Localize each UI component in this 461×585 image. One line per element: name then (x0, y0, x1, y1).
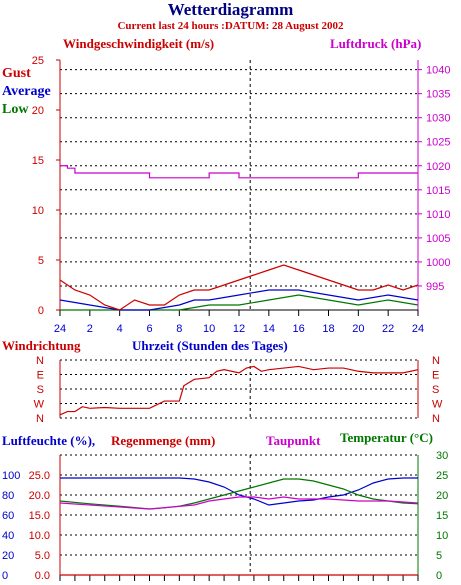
wind-ylabel-left: Windgeschwindigkeit (m/s) (63, 36, 215, 51)
direction-tick-left: W (34, 399, 45, 411)
direction-tick-left: S (37, 384, 44, 396)
temperature-tick-label: 25 (436, 470, 448, 482)
rain-tick-label: 15.0 (29, 510, 50, 522)
temperature-tick-label: 5 (436, 550, 442, 562)
dewpoint-legend: Taupunkt (266, 433, 321, 448)
humidity-tick-label: 0 (2, 570, 8, 582)
wind-x-tick-label: 24 (412, 323, 424, 335)
page-title: Wetterdiagramm (167, 0, 294, 19)
pressure-tick-label: 1035 (426, 89, 450, 101)
direction-tick-right: E (432, 370, 439, 382)
direction-tick-left: N (36, 355, 44, 367)
direction-tick-right: W (432, 399, 443, 411)
gust-line (59, 264, 419, 311)
direction-tick-left: E (37, 370, 44, 382)
legend-gust: Gust (2, 66, 31, 81)
wind-tick-label: 25 (32, 55, 44, 67)
temperature-ylabel: Temperatur (°C) (340, 430, 433, 445)
humidity-tick-label: 20 (2, 550, 14, 562)
pressure-tick-label: 995 (426, 281, 444, 293)
wind-x-tick-label: 24 (54, 323, 66, 335)
wind-x-tick-label: 16 (293, 323, 305, 335)
pressure-tick-label: 1000 (426, 257, 450, 269)
wind-xlabel: Uhrzeit (Stunden des Tages) (132, 338, 288, 353)
direction-tick-right: S (432, 384, 439, 396)
pressure-tick-label: 1025 (426, 137, 450, 149)
wind-x-tick-label: 18 (322, 323, 334, 335)
temperature-tick-label: 20 (436, 490, 448, 502)
wind-tick-label: 0 (38, 305, 44, 317)
rain-tick-label: 20.0 (29, 490, 50, 502)
temperature-line (59, 478, 419, 510)
humidity-tick-label: 80 (2, 490, 14, 502)
page-subtitle: Current last 24 hours :DATUM: 28 August … (117, 20, 344, 32)
humidity-tick-label: 100 (2, 470, 20, 482)
wind-tick-label: 15 (32, 155, 44, 167)
legend-average: Average (2, 84, 51, 99)
pressure-tick-label: 1040 (426, 65, 450, 77)
rain-tick-label: 5.0 (35, 550, 50, 562)
wind-x-tick-label: 20 (352, 323, 364, 335)
direction-ylabel: Windrichtung (2, 338, 81, 353)
direction-tick-left: N (36, 413, 44, 425)
low-line (60, 294, 419, 311)
pressure-tick-label: 1015 (426, 185, 450, 197)
pressure-tick-label: 1020 (426, 161, 450, 173)
humidity-tick-label: 60 (2, 510, 14, 522)
average-line (59, 289, 419, 311)
pressure-tick-label: 1010 (426, 209, 450, 221)
humidity-tick-label: 40 (2, 530, 14, 542)
wind-x-tick-label: 14 (263, 323, 275, 335)
legend-low: Low (2, 102, 29, 117)
wind-x-tick-label: 12 (233, 323, 245, 335)
wind-x-tick-label: 22 (382, 323, 394, 335)
wind-x-tick-label: 6 (146, 323, 152, 335)
direction-line (59, 365, 419, 416)
pressure-tick-label: 1030 (426, 113, 450, 125)
direction-tick-right: N (432, 413, 440, 425)
wind-tick-label: 20 (32, 105, 44, 117)
pressure-line (60, 165, 418, 179)
wind-ylabel-right: Luftdruck (hPa) (330, 36, 422, 51)
rain-tick-label: 25.0 (29, 470, 50, 482)
wind-x-tick-label: 10 (203, 323, 215, 335)
temperature-tick-label: 10 (436, 530, 448, 542)
wind-tick-label: 5 (38, 255, 44, 267)
wind-x-tick-label: 8 (176, 323, 182, 335)
humidity-line (60, 477, 418, 506)
pressure-tick-label: 1005 (426, 233, 450, 245)
dewpoint-line (59, 496, 419, 510)
wind-x-tick-label: 4 (117, 323, 123, 335)
wind-tick-label: 10 (32, 205, 44, 217)
temperature-tick-label: 15 (436, 510, 448, 522)
temperature-tick-label: 30 (436, 450, 448, 462)
direction-tick-right: N (432, 355, 440, 367)
temperature-tick-label: 0 (436, 570, 442, 582)
rain-tick-label: 0.0 (35, 570, 50, 582)
humidity-ylabel: Luftfeuchte (%), (2, 433, 96, 448)
rain-ylabel: Regenmenge (mm) (111, 433, 216, 448)
rain-tick-label: 10.0 (29, 530, 50, 542)
wind-x-tick-label: 2 (87, 323, 93, 335)
